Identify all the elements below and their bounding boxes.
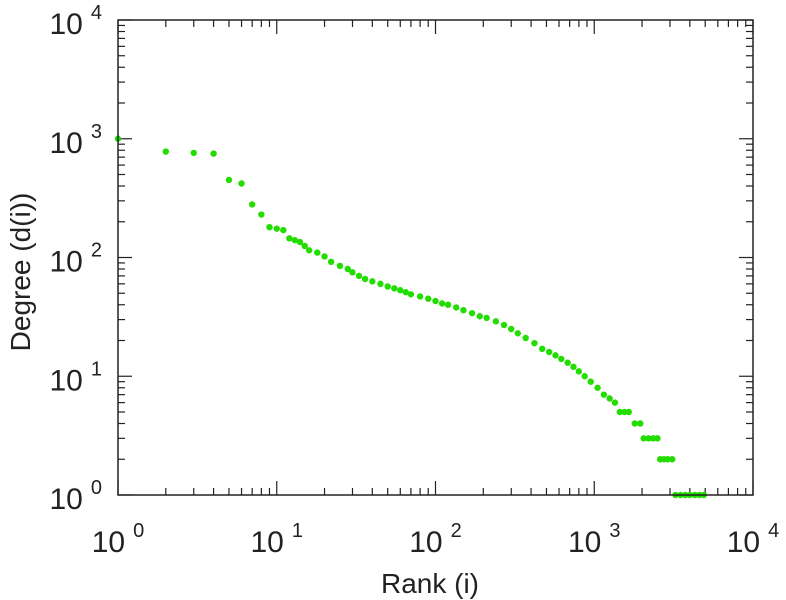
data-point (531, 339, 538, 347)
data-point (631, 420, 638, 427)
data-point (552, 352, 559, 359)
data-point (286, 235, 293, 242)
data-point (468, 309, 476, 317)
data-point (305, 247, 313, 254)
data-point (432, 297, 439, 305)
data-point (377, 280, 384, 288)
data-point (225, 176, 233, 184)
data-point (344, 265, 351, 273)
data-point (355, 272, 363, 280)
data-point (654, 435, 661, 442)
x-tick-label: 10 4 (727, 520, 780, 559)
data-point (640, 435, 647, 442)
data-point (266, 223, 273, 231)
data-point (291, 236, 299, 244)
data-point (492, 318, 500, 325)
data-point (483, 314, 490, 322)
data-point (514, 330, 522, 337)
x-tick-label: 10 3 (568, 520, 621, 559)
x-tick-label: 10 0 (92, 520, 145, 559)
data-point (460, 306, 467, 314)
data-point (314, 249, 321, 256)
data-point (587, 378, 594, 385)
data-point (645, 435, 652, 442)
data-point (539, 345, 546, 353)
data-point (564, 359, 571, 366)
data-point (611, 399, 619, 406)
plot-frame (117, 19, 754, 496)
data-point (575, 368, 583, 375)
x-axis-label: Rank (i) (381, 568, 479, 599)
data-point (425, 295, 432, 302)
data-point (327, 258, 335, 265)
data-point (321, 253, 328, 260)
data-point (361, 275, 369, 283)
axis-ticks (117, 19, 754, 496)
data-point (384, 283, 391, 290)
data-point (545, 348, 553, 356)
data-point (600, 391, 608, 398)
data-point (508, 325, 515, 333)
data-point (273, 225, 280, 232)
data-point (336, 262, 344, 270)
x-tick-label: 10 1 (251, 520, 304, 559)
y-axis-label: Degree (d(i)) (5, 193, 36, 352)
y-tick-label: 10 2 (50, 240, 103, 279)
data-point (162, 148, 169, 155)
data-point (637, 420, 644, 427)
data-point (581, 373, 588, 380)
data-points (114, 135, 708, 499)
data-point (407, 291, 415, 298)
y-tick-label: 10 0 (50, 477, 103, 516)
data-point (444, 301, 452, 308)
data-point (248, 201, 256, 208)
data-point (522, 334, 529, 342)
y-tick-label: 10 1 (50, 358, 103, 397)
data-point (625, 408, 632, 416)
data-point (238, 180, 245, 187)
data-point (296, 238, 304, 246)
data-point (476, 313, 483, 320)
data-point (258, 211, 265, 218)
x-tick-labels: 10 0 10 1 10 2 10 3 10 4 (92, 520, 780, 559)
data-point (594, 384, 601, 391)
data-point (570, 363, 577, 371)
data-point (369, 278, 376, 285)
x-tick-label: 10 2 (409, 520, 462, 559)
data-point (452, 304, 460, 311)
data-point (616, 408, 624, 416)
data-point (664, 456, 671, 463)
data-point (402, 289, 409, 296)
data-point (190, 149, 197, 157)
y-tick-label: 10 4 (50, 2, 103, 41)
data-point (301, 242, 308, 250)
data-point (558, 355, 565, 363)
data-point (210, 150, 217, 157)
data-point (349, 269, 356, 276)
data-point (416, 293, 424, 300)
data-point (397, 287, 404, 294)
data-point (391, 285, 398, 292)
data-point (669, 456, 676, 463)
data-point (438, 300, 446, 307)
data-point (606, 395, 613, 402)
y-tick-label: 10 3 (50, 121, 103, 160)
data-point (500, 321, 508, 329)
data-point (280, 226, 287, 234)
